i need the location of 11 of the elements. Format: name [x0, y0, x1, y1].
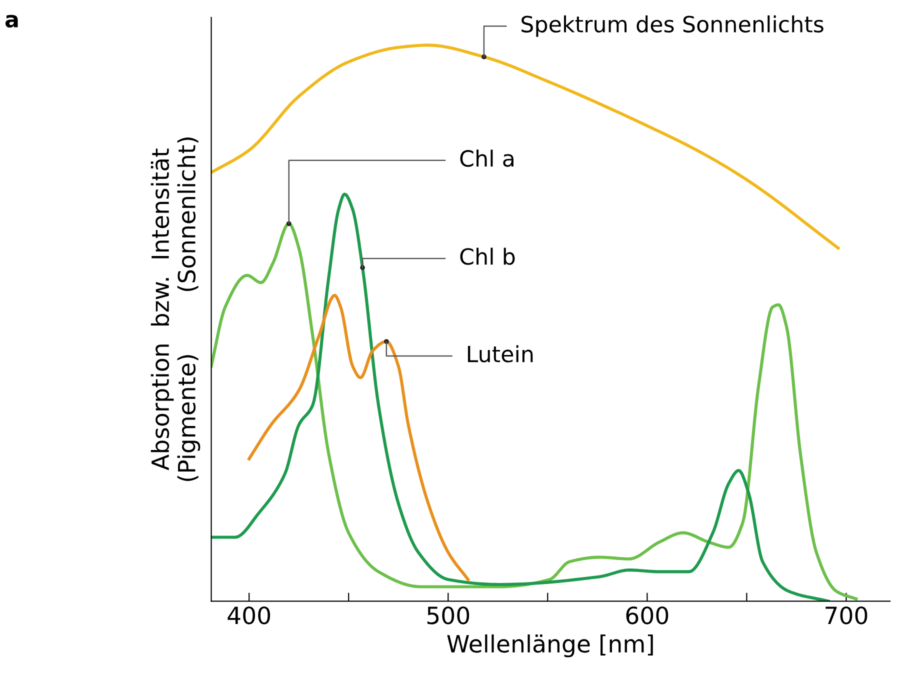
x-axis-title: Wellenlänge [nm] — [447, 634, 653, 658]
x-tick-label: 600 — [626, 606, 668, 624]
text: a — [5, 14, 18, 28]
y-axis-title: Absorption bzw. Intensität (Pigmente) (Sonnenlicht) — [150, 138, 200, 482]
x-tick-label: 400 — [228, 606, 270, 624]
series-label: Spektrum des Sonnenlichts — [522, 15, 824, 37]
text: Lutein — [468, 345, 533, 362]
text: Chl b — [460, 248, 515, 265]
x-tick-label: 500 — [427, 606, 470, 624]
text: Chl a — [460, 150, 514, 167]
x-tick-label: 700 — [826, 606, 868, 624]
